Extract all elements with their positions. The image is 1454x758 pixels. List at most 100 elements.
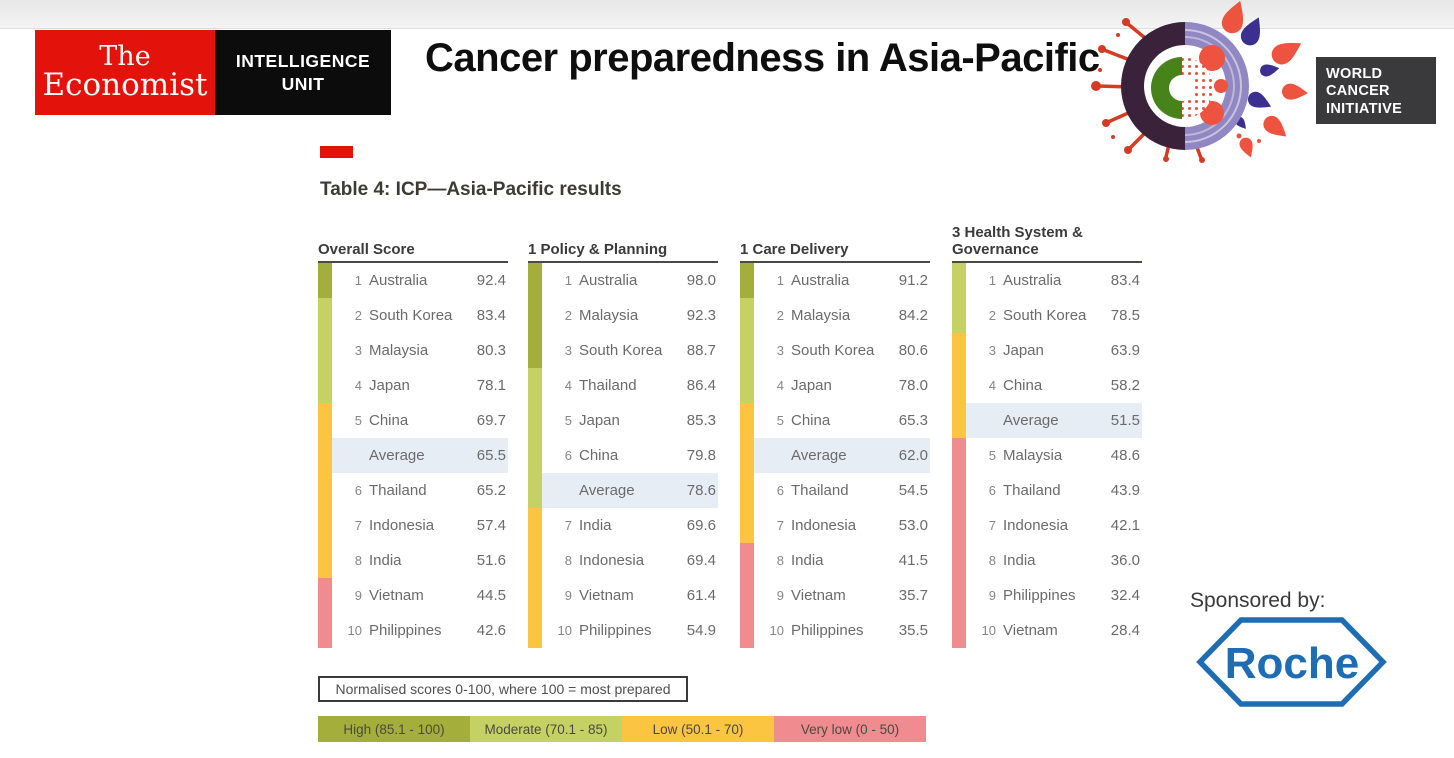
score-band-indicator (318, 613, 332, 648)
rank-number: 7 (354, 518, 362, 533)
row-content: 4 Japan 78.1 (332, 368, 508, 403)
score-value: 35.7 (898, 587, 928, 604)
score-band-indicator (528, 403, 542, 438)
rank-number: 5 (776, 413, 784, 428)
rank-number: 3 (776, 343, 784, 358)
score-band-indicator (528, 438, 542, 473)
table-row: 7 India 69.6 (528, 508, 718, 543)
score-value: 28.4 (1110, 622, 1140, 639)
country-name: Vietnam (369, 587, 424, 604)
score-value: 69.6 (686, 517, 716, 534)
row-content: 10 Philippines 54.9 (542, 613, 718, 648)
row-content: 1 Australia 91.2 (754, 263, 930, 298)
score-band-indicator (318, 333, 332, 368)
row-content: Average 65.5 (332, 438, 508, 473)
score-value: 84.2 (898, 307, 928, 324)
legend: High (85.1 - 100) Moderate (70.1 - 85) Low… (318, 716, 926, 742)
score-value: 65.3 (898, 412, 928, 429)
score-band-indicator (952, 263, 966, 298)
legend-item: Very low (0 - 50) (774, 716, 926, 742)
score-band-indicator (740, 403, 754, 438)
score-band-indicator (740, 613, 754, 648)
country-name: Indonesia (369, 517, 435, 534)
economist-intelligence-unit-logo: The Economist INTELLIGENCE UNIT (35, 30, 391, 115)
score-band-indicator (318, 473, 332, 508)
table-row: 9 Vietnam 44.5 (318, 578, 508, 613)
score-band-indicator (528, 543, 542, 578)
table-row: 6 China 79.8 (528, 438, 718, 473)
score-value: 54.9 (686, 622, 716, 639)
rank-number: 5 (354, 413, 362, 428)
score-band-indicator (952, 508, 966, 543)
legend-item: Moderate (70.1 - 85) (470, 716, 622, 742)
rank-number: 7 (776, 518, 784, 533)
rank-number: 2 (564, 308, 572, 323)
score-band-indicator (952, 333, 966, 368)
country-name: China (579, 447, 619, 464)
row-content: 10 Philippines 35.5 (754, 613, 930, 648)
score-band-indicator (952, 473, 966, 508)
average-row: Average 78.6 (528, 473, 718, 508)
score-value: 78.0 (898, 377, 928, 394)
row-content: 4 Japan 78.0 (754, 368, 930, 403)
economist-logo-line1: The (99, 40, 151, 72)
score-column: 1 Care Delivery 1 Australia 91.2 2 Malaysia 84… (740, 220, 930, 648)
country-name: Average (791, 447, 847, 464)
score-band-indicator (740, 473, 754, 508)
score-band-indicator (528, 263, 542, 298)
row-content: 8 Indonesia 69.4 (542, 543, 718, 578)
score-value: 85.3 (686, 412, 716, 429)
rank-number: 6 (564, 448, 572, 463)
table-row: 6 Thailand 65.2 (318, 473, 508, 508)
red-dash-accent (320, 146, 353, 158)
row-content: 3 South Korea 80.6 (754, 333, 930, 368)
row-content: 9 Philippines 32.4 (966, 578, 1142, 613)
rank-number: 8 (776, 553, 784, 568)
score-column: Overall Score 1 Australia 92.4 2 South Korea 8… (318, 220, 508, 648)
country-name: Philippines (1003, 587, 1076, 604)
rank-number: 2 (988, 308, 996, 323)
score-band-indicator (528, 368, 542, 403)
country-name: India (579, 517, 612, 534)
table-row: 3 Malaysia 80.3 (318, 333, 508, 368)
average-row: Average 51.5 (952, 403, 1142, 438)
table-row: 2 South Korea 78.5 (952, 298, 1142, 333)
score-value: 92.3 (686, 307, 716, 324)
country-name: Japan (1003, 342, 1044, 359)
country-name: Vietnam (579, 587, 634, 604)
table-row: 10 Vietnam 28.4 (952, 613, 1142, 648)
rank-number: 2 (776, 308, 784, 323)
score-value: 41.5 (898, 552, 928, 569)
row-content: Average 78.6 (542, 473, 718, 508)
rank-number: 4 (988, 378, 996, 393)
country-name: Vietnam (791, 587, 846, 604)
wci-line1: WORLD (1326, 66, 1383, 82)
score-value: 57.4 (476, 517, 506, 534)
world-cancer-initiative-label: WORLD CANCER INITIATIVE (1316, 57, 1436, 124)
score-band-indicator (740, 578, 754, 613)
rank-number: 6 (988, 483, 996, 498)
score-band-indicator (318, 578, 332, 613)
country-name: Thailand (1003, 482, 1061, 499)
row-content: 6 Thailand 43.9 (966, 473, 1142, 508)
table-row: 10 Philippines 35.5 (740, 613, 930, 648)
score-value: 44.5 (476, 587, 506, 604)
row-content: 5 Japan 85.3 (542, 403, 718, 438)
table-row: 10 Philippines 42.6 (318, 613, 508, 648)
country-name: Philippines (369, 622, 442, 639)
row-content: 5 Malaysia 48.6 (966, 438, 1142, 473)
score-band-indicator (952, 578, 966, 613)
wci-line3: INITIATIVE (1326, 100, 1403, 117)
country-name: Japan (579, 412, 620, 429)
row-content: 1 Australia 98.0 (542, 263, 718, 298)
table-row: 7 Indonesia 42.1 (952, 508, 1142, 543)
rank-number: 7 (564, 518, 572, 533)
table-row: 2 Malaysia 92.3 (528, 298, 718, 333)
row-content: 3 Malaysia 80.3 (332, 333, 508, 368)
row-content: 8 India 41.5 (754, 543, 930, 578)
rank-number: 6 (776, 483, 784, 498)
score-value: 32.4 (1110, 587, 1140, 604)
country-name: Average (1003, 412, 1059, 429)
rank-number: 9 (564, 588, 572, 603)
row-content: 10 Philippines 42.6 (332, 613, 508, 648)
